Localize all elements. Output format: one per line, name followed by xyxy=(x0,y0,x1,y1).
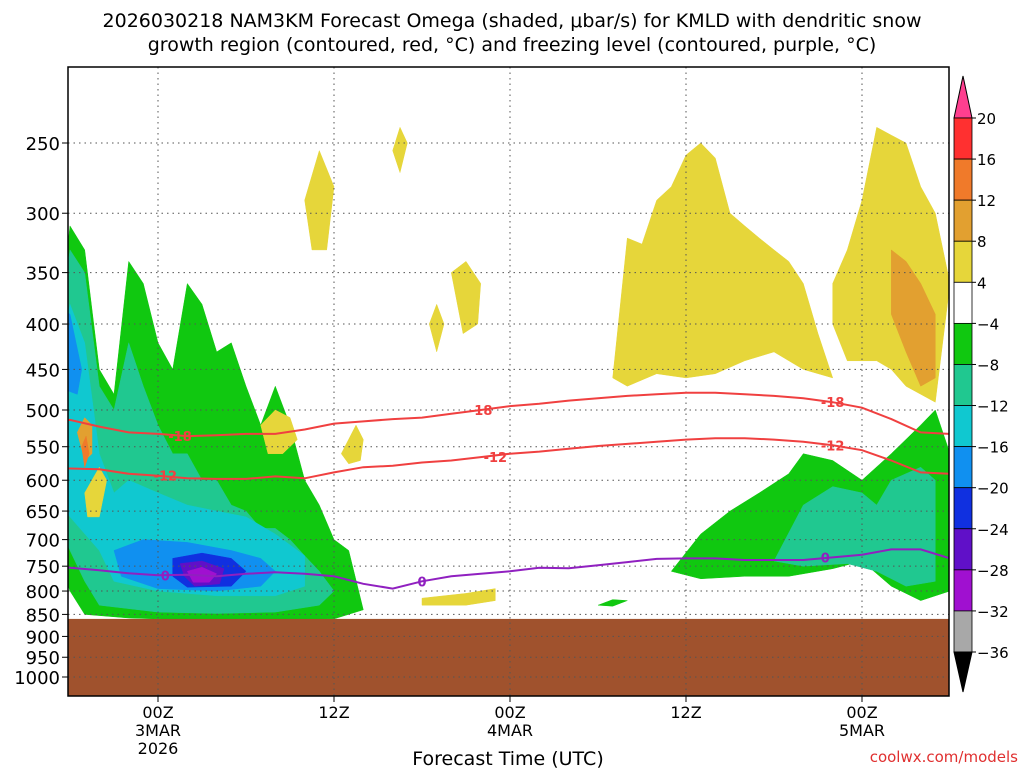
snow-growth-contour-1-label-1: -12 xyxy=(484,451,508,466)
colorbar-swatch-6 xyxy=(953,322,973,365)
freezing-level-contour-label-2: 0 xyxy=(821,551,830,566)
colorbar-swatch-4 xyxy=(953,240,973,283)
colorbar-swatch-7 xyxy=(953,364,973,406)
y-tick-label-750: 750 xyxy=(26,557,60,578)
colorbar-swatch-13 xyxy=(953,610,973,653)
snow-growth-contour-0-label-1: -18 xyxy=(469,404,493,419)
y-axis: 2503003504004505005506006507007508008509… xyxy=(14,134,68,689)
snow-growth-contour-0-label-0: -18 xyxy=(168,430,192,445)
credit-text[interactable]: coolwx.com/models xyxy=(870,748,1018,766)
grid xyxy=(68,67,949,696)
freezing-level-contour-label-1: 0 xyxy=(417,575,426,590)
snow-growth-contour-1-line xyxy=(68,437,949,480)
colorbar-swatch-9 xyxy=(953,446,973,489)
chart-title-line-1: 2026030218 NAM3KM Forecast Omega (shaded… xyxy=(103,10,922,32)
omega-region-22 xyxy=(891,249,936,387)
contours: -18 -18 -18 -12 -12 -12 0 0 0 xyxy=(68,391,949,590)
colorbar-label-2: 12 xyxy=(977,192,996,210)
x-tick-label-4-0: 00Z xyxy=(846,703,877,722)
colorbar-swatch-8 xyxy=(953,405,973,448)
y-tick-label-700: 700 xyxy=(26,531,60,552)
omega-region-19 xyxy=(392,126,408,174)
freezing-level-contour-label-0: 0 xyxy=(161,569,170,584)
omega-region-21 xyxy=(429,303,445,353)
colorbar-swatch-5 xyxy=(953,281,973,324)
omega-region-14 xyxy=(304,149,335,251)
snow-growth-contour-0-label-2: -18 xyxy=(821,396,845,411)
colorbar-label-5: −4 xyxy=(977,315,999,333)
colorbar-label-4: 4 xyxy=(977,274,987,292)
colorbar-label-6: −8 xyxy=(977,356,999,374)
y-tick-label-850: 850 xyxy=(26,605,60,626)
y-tick-label-250: 250 xyxy=(26,134,60,155)
omega-region-15 xyxy=(260,409,298,454)
plot-area xyxy=(68,126,949,696)
snow-growth-contour-0-line xyxy=(68,391,949,438)
snow-growth-contour-1-label-0: -12 xyxy=(154,470,178,485)
colorbar-label-11: −28 xyxy=(977,562,1009,580)
colorbar-swatch-12 xyxy=(953,569,973,612)
colorbar-label-0: 20 xyxy=(977,110,996,128)
colorbar-label-8: −16 xyxy=(977,439,1009,457)
x-tick-label-4-1: 5MAR xyxy=(839,721,885,740)
omega-region-18 xyxy=(84,466,107,518)
colorbar: 20 16 12 8 4 −4 −8 −12 −16 −20 −24 −28 −32 −36 xyxy=(953,75,1009,693)
x-tick-label-3-0: 12Z xyxy=(670,703,701,722)
y-tick-label-300: 300 xyxy=(26,204,60,225)
x-tick-label-1-0: 12Z xyxy=(318,703,349,722)
chart-title-line-2: growth region (contoured, red, °C) and f… xyxy=(148,34,877,56)
y-tick-label-600: 600 xyxy=(26,471,60,492)
y-tick-label-450: 450 xyxy=(26,360,60,381)
freezing-level-contour-line xyxy=(68,548,949,590)
y-tick-label-900: 900 xyxy=(26,627,60,648)
colorbar-label-1: 16 xyxy=(977,151,996,169)
colorbar-label-10: −24 xyxy=(977,521,1009,539)
y-tick-label-500: 500 xyxy=(26,401,60,422)
y-tick-label-400: 400 xyxy=(26,315,60,336)
snow-growth-contour-1-label-2: -12 xyxy=(821,439,845,454)
omega-region-12 xyxy=(612,142,834,387)
omega-region-6 xyxy=(68,312,82,395)
colorbar-swatch-11 xyxy=(953,528,973,571)
y-tick-label-800: 800 xyxy=(26,582,60,603)
y-tick-label-950: 950 xyxy=(26,648,60,669)
colorbar-label-3: 8 xyxy=(977,233,987,251)
y-tick-label-650: 650 xyxy=(26,502,60,523)
omega-region-17 xyxy=(421,588,496,606)
colorbar-cap-top xyxy=(953,75,973,119)
chart-title: 2026030218 NAM3KM Forecast Omega (shaded… xyxy=(103,10,922,56)
colorbar-label-12: −32 xyxy=(977,603,1009,621)
colorbar-swatch-1 xyxy=(953,117,973,160)
x-axis-label: Forecast Time (UTC) xyxy=(412,748,603,768)
x-tick-label-0-2: 2026 xyxy=(138,739,179,758)
colorbar-label-9: −20 xyxy=(977,480,1009,498)
plot-frame xyxy=(67,66,950,697)
colorbar-label-13: −36 xyxy=(977,644,1009,662)
x-tick-label-0-1: 3MAR xyxy=(135,721,181,740)
y-tick-label-350: 350 xyxy=(26,264,60,285)
colorbar-cap-bottom xyxy=(953,651,973,693)
omega-region-2 xyxy=(597,599,628,607)
omega-region-20 xyxy=(451,261,481,335)
x-tick-label-2-1: 4MAR xyxy=(487,721,533,740)
colorbar-swatch-2 xyxy=(953,158,973,201)
omega-region-16 xyxy=(341,424,364,465)
colorbar-label-7: −12 xyxy=(977,398,1009,416)
x-tick-label-2-0: 00Z xyxy=(494,703,525,722)
y-tick-label-550: 550 xyxy=(26,438,60,459)
colorbar-swatch-3 xyxy=(953,199,973,242)
x-tick-label-0-0: 00Z xyxy=(142,703,173,722)
y-tick-label-1000: 1000 xyxy=(14,668,60,689)
colorbar-swatch-10 xyxy=(953,487,973,530)
omega-region-24 xyxy=(81,435,90,468)
